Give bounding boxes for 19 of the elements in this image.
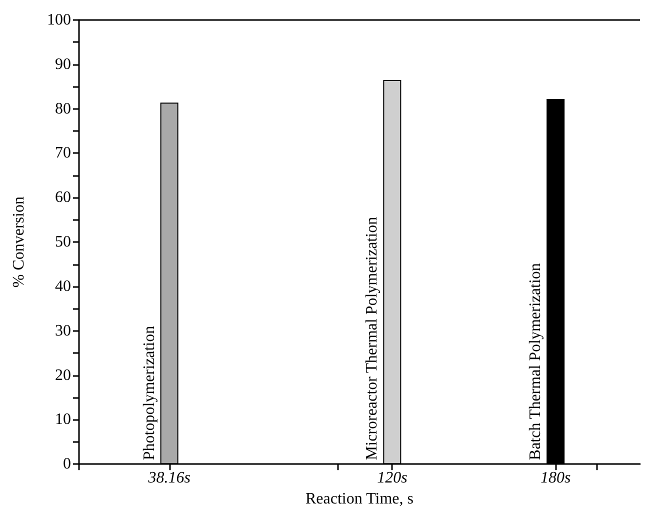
annotation: Batch Thermal Polymerization [527,263,544,460]
y-tick-label: 70 [55,144,71,162]
y-tick-label: 40 [55,278,71,295]
y-tick-label: 10 [55,411,71,428]
y-tick-label: 100 [47,12,71,28]
x-tick-label: 180s [540,470,571,487]
y-tick-label: 80 [55,100,71,118]
y-tick-label: 90 [55,56,71,73]
annotation: Photopolymerization [140,326,158,460]
y-tick-label: 60 [55,189,71,206]
y-tick-label: 50 [55,234,71,251]
annotation: Microreactor Thermal Polymerization [364,216,381,460]
x-axis-title: Reaction Time, s [305,490,414,508]
x-tick-label: 120s [377,470,408,487]
x-tick-label: 38.16s [147,470,190,487]
y-tick-label: 20 [55,366,71,384]
y-tick-label: 30 [55,322,71,340]
y-tick-label: 0 [63,456,71,473]
y-axis-title: % Conversion [10,196,28,288]
